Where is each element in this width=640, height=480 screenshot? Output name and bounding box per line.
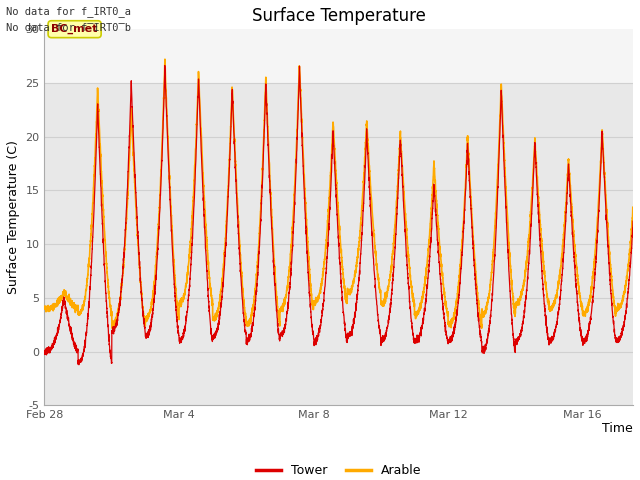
Bar — [45, 29, 633, 83]
X-axis label: Time: Time — [602, 421, 633, 435]
Y-axis label: Surface Temperature (C): Surface Temperature (C) — [7, 141, 20, 294]
Text: No data for f_IRT0_a: No data for f_IRT0_a — [6, 6, 131, 17]
Text: BC_met: BC_met — [51, 24, 98, 35]
Legend: Tower, Arable: Tower, Arable — [251, 459, 427, 480]
Text: No data for f̅IRT0̅b: No data for f̅IRT0̅b — [6, 23, 131, 33]
Title: Surface Temperature: Surface Temperature — [252, 7, 426, 25]
